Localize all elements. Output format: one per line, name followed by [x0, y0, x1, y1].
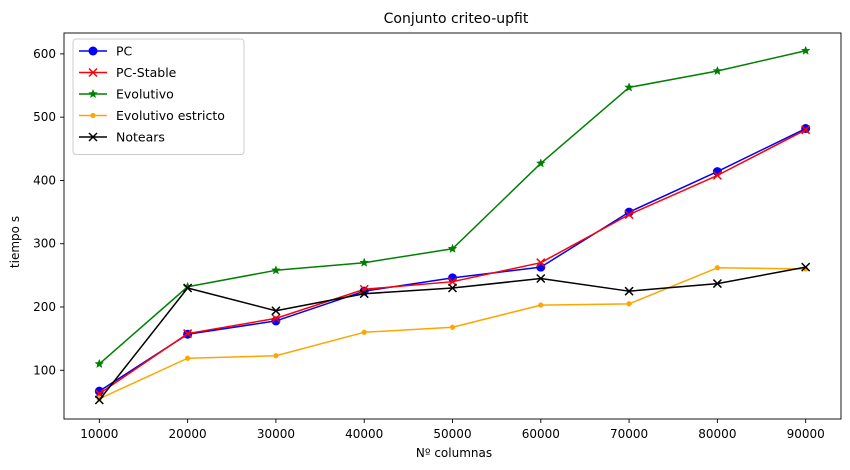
data-point-evolutivo — [535, 158, 546, 168]
data-point-evolutivo — [447, 243, 458, 253]
series-pc-stable — [94, 125, 811, 399]
data-point-notears — [94, 395, 104, 405]
data-point-pc-stable — [624, 210, 634, 220]
data-point-notears — [359, 289, 369, 299]
legend-label: Evolutivo estricto — [116, 108, 225, 123]
data-point-notears — [447, 283, 458, 293]
data-point-notears — [536, 273, 546, 284]
legend-item-notears: Notears — [79, 130, 165, 145]
data-point-evolutivo-estricto — [273, 353, 279, 359]
data-point-pc-stable — [712, 170, 722, 180]
legend-marker — [88, 88, 98, 99]
data-point-evolutivo-estricto — [449, 324, 456, 330]
data-point-evolutivo — [359, 257, 370, 267]
y-tick-label: 200 — [33, 300, 56, 314]
series-line-pc-stable — [98, 129, 807, 395]
data-point-pc — [536, 262, 546, 272]
data-point-evolutivo — [800, 45, 811, 55]
data-point-pc-stable — [271, 313, 281, 323]
series-line-pc — [98, 127, 807, 392]
data-point-evolutivo-estricto — [714, 265, 721, 271]
y-tick-label: 100 — [33, 363, 56, 377]
chart-title: Conjunto criteo-upfit — [384, 11, 529, 27]
data-point-evolutivo-estricto — [626, 301, 632, 307]
data-point-notears — [271, 306, 281, 316]
x-tick-label: 20000 — [169, 427, 207, 441]
data-point-notears — [624, 286, 634, 296]
data-point-pc-stable — [183, 329, 193, 339]
x-axis-label: Nº columnas — [416, 446, 492, 460]
legend-marker — [88, 132, 98, 142]
y-tick-label: 300 — [33, 237, 56, 251]
x-tick-label: 70000 — [610, 427, 648, 441]
x-tick-label: 30000 — [257, 427, 295, 441]
data-point-evolutivo-estricto — [538, 302, 544, 308]
legend-box — [72, 38, 245, 155]
legend-marker — [90, 112, 96, 119]
data-point-evolutivo — [94, 358, 105, 369]
x-tick-label: 50000 — [433, 427, 471, 441]
legend-label: Evolutivo — [116, 87, 174, 102]
legend-item-evolutivo-estricto: Evolutivo estricto — [79, 108, 225, 123]
data-point-evolutivo — [271, 265, 281, 275]
plot-area — [94, 45, 811, 405]
data-point-notears — [712, 279, 722, 289]
data-point-evolutivo-estricto — [184, 355, 191, 361]
legend-marker — [88, 46, 98, 56]
legend-item-pc-stable: PC-Stable — [79, 65, 177, 80]
y-axis-label: tiempo s — [8, 216, 22, 268]
x-tick-label: 40000 — [345, 427, 383, 441]
legend-label: PC — [116, 44, 133, 59]
data-point-evolutivo — [712, 65, 723, 76]
legend-item-pc: PC — [79, 44, 133, 59]
y-tick-label: 500 — [33, 110, 56, 124]
axes: 10000 20000 30000 40000 50000 60000 70000 80000… — [33, 32, 842, 441]
x-tick-label: 90000 — [787, 427, 825, 441]
data-point-notears — [183, 283, 193, 293]
legend-marker — [88, 67, 98, 78]
series-notears — [94, 262, 811, 405]
x-tick-label: 60000 — [522, 427, 560, 441]
legend: PC PC-Stable Evolutivo Evolutivo estricto No… — [72, 38, 245, 155]
data-point-notears — [801, 262, 811, 272]
data-point-pc-stable — [801, 125, 811, 135]
data-point-pc-stable — [536, 258, 546, 268]
data-point-evolutivo — [624, 82, 634, 92]
data-point-evolutivo-estricto — [361, 329, 367, 335]
x-tick-label: 80000 — [698, 427, 736, 441]
x-tick-label: 10000 — [80, 427, 118, 441]
legend-label: PC-Stable — [116, 65, 177, 80]
legend-item-evolutivo: Evolutivo — [79, 87, 174, 102]
y-tick-label: 600 — [33, 47, 56, 61]
y-tick-label: 400 — [33, 173, 56, 187]
legend-label: Notears — [116, 130, 165, 145]
series-evolutivo-estricto — [96, 265, 809, 402]
series-pc — [94, 124, 811, 396]
